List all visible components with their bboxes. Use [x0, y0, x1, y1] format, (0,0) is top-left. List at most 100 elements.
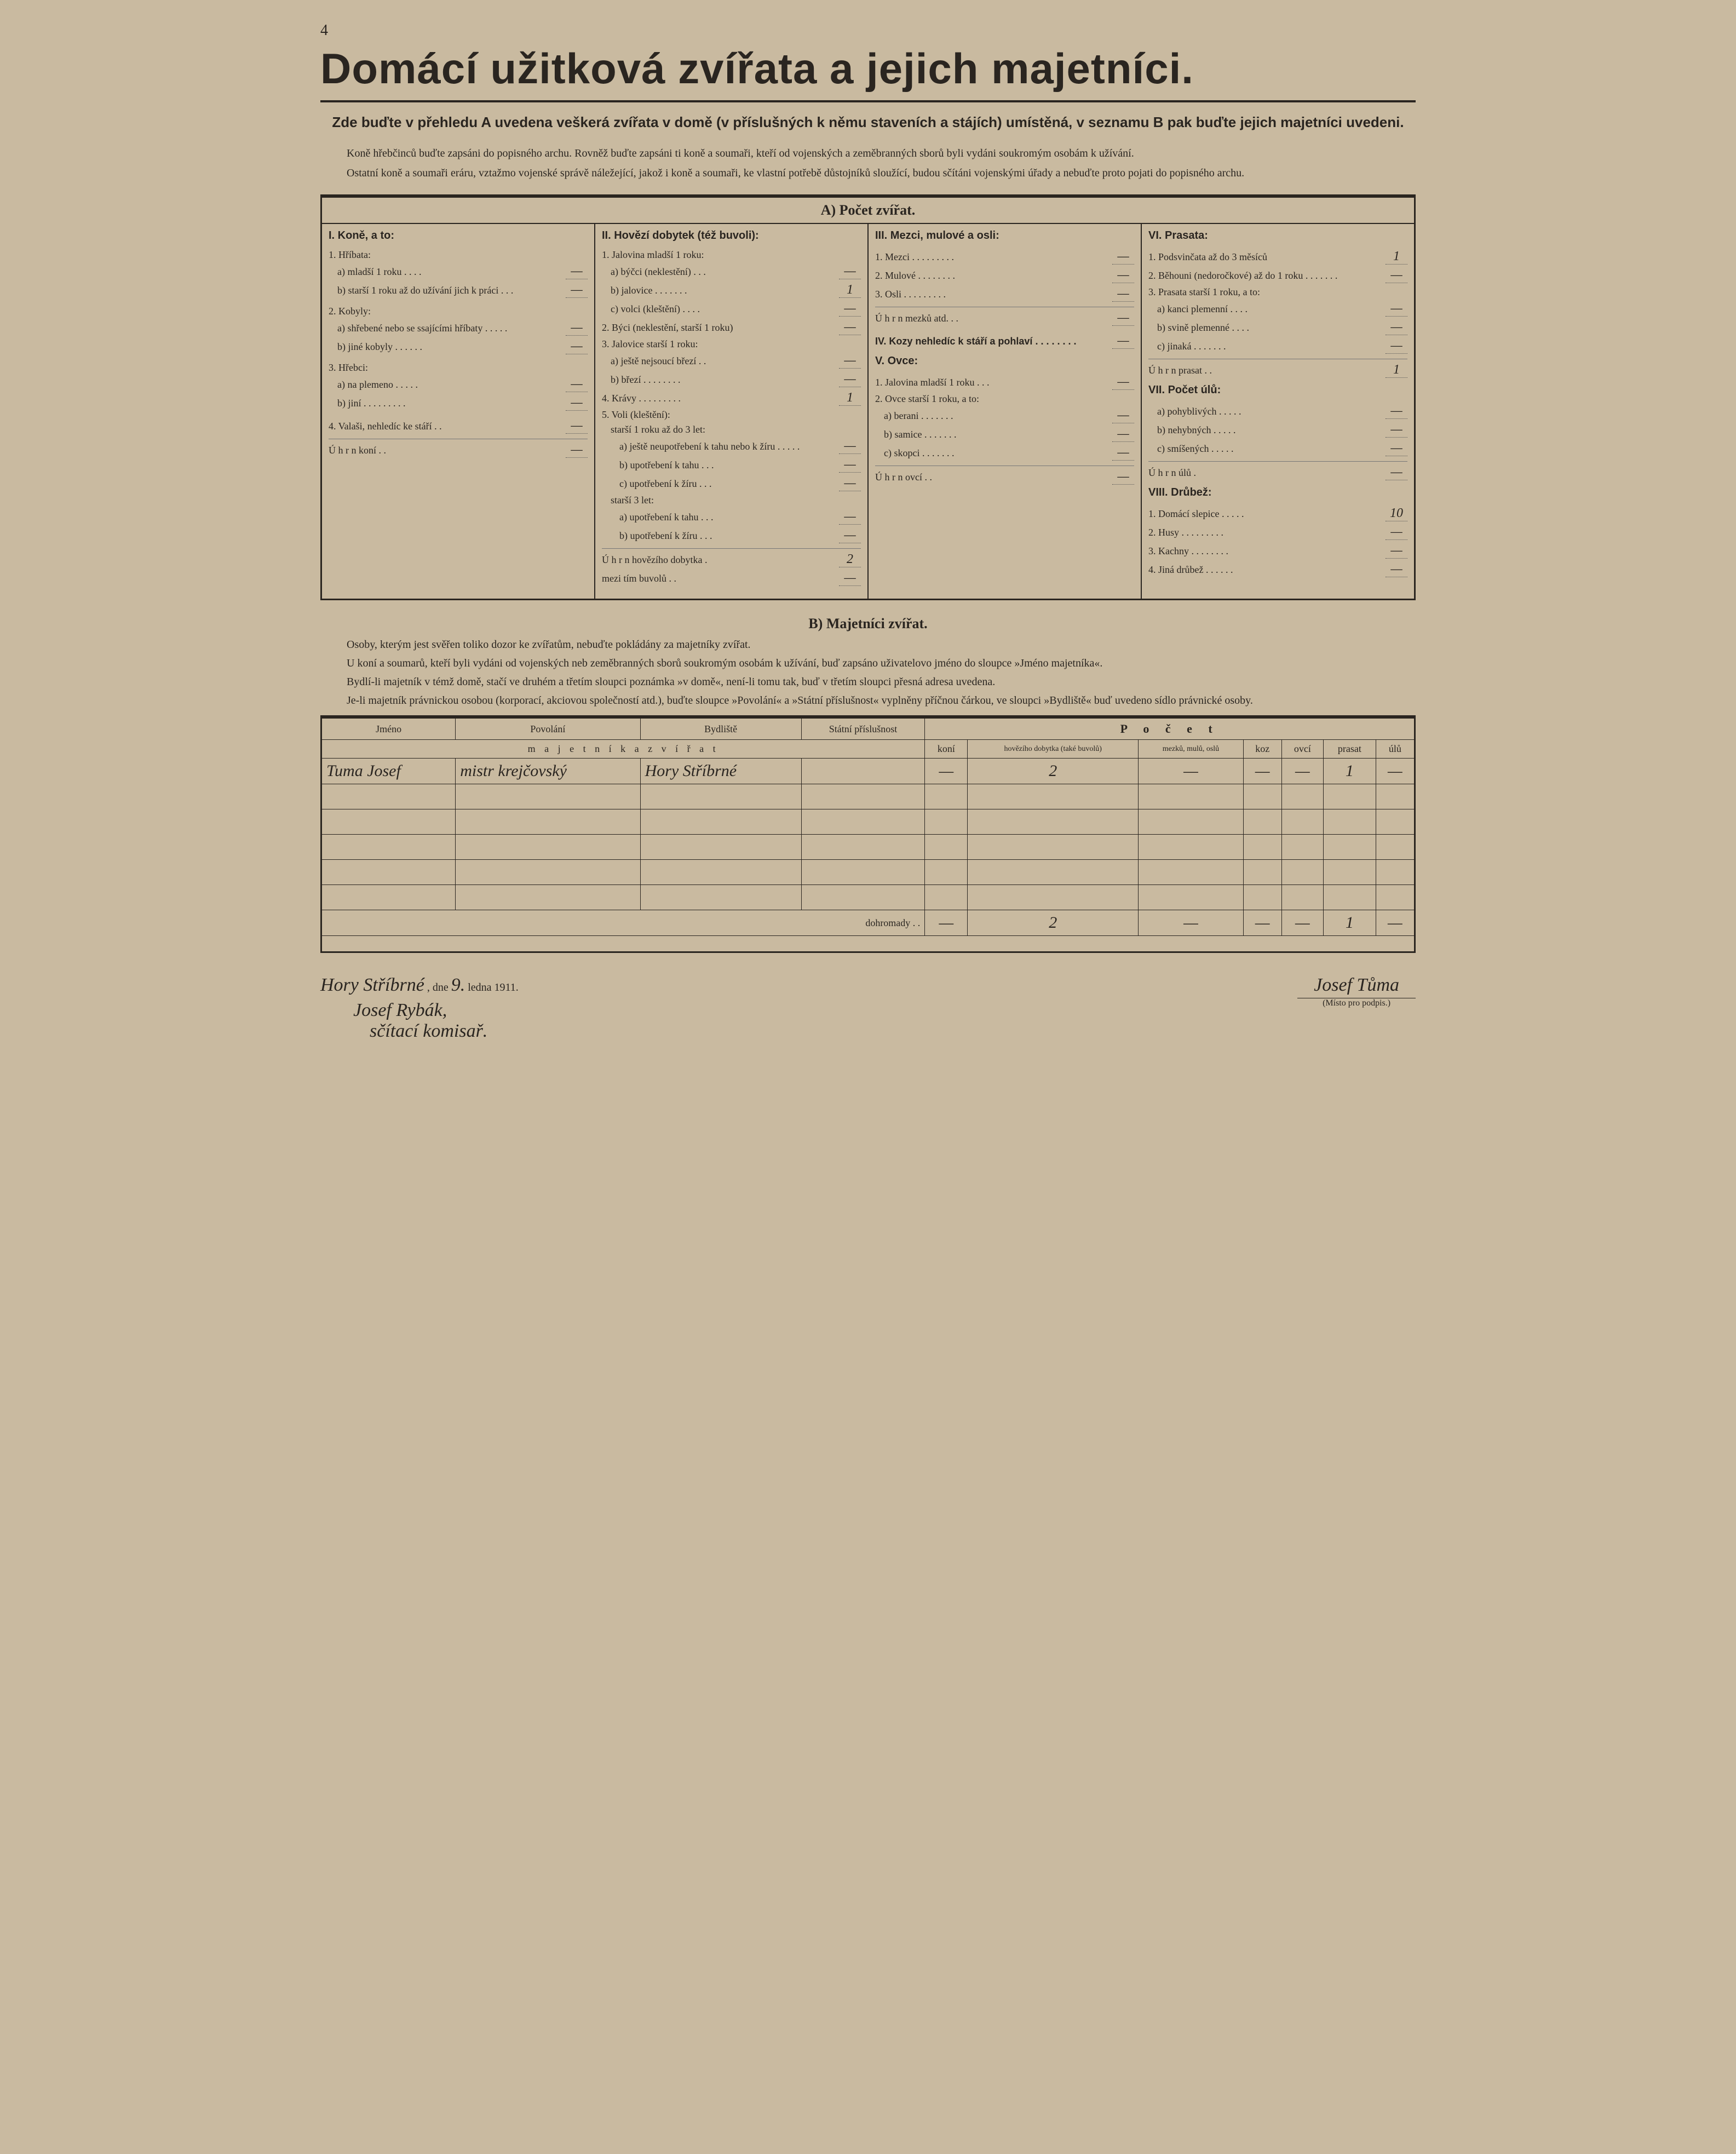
head-prasata: VI. Prasata: [1148, 229, 1407, 242]
lbl: 2. Kobyly: [329, 306, 588, 317]
head-drubez: VIII. Drůbež: [1148, 486, 1407, 499]
th-sub: m a j e t n í k a z v í ř a t [321, 740, 925, 759]
lbl: 1. Jalovina mladší 1 roku . . . [875, 377, 1112, 388]
lbl: mezi tím buvolů . . [602, 573, 839, 584]
val: 10 [1386, 506, 1407, 521]
val: — [1112, 286, 1134, 302]
lbl: 1. Hříbata: [329, 249, 588, 261]
th-statni: Státní příslušnost [801, 717, 925, 740]
lbl: 2. Býci (neklestění, starší 1 roku) [602, 322, 839, 334]
lbl: 1. Mezci . . . . . . . . . [875, 251, 1112, 263]
th-koz: koz [1243, 740, 1281, 759]
lbl: starší 3 let: [611, 495, 861, 506]
val: — [1112, 408, 1134, 423]
lbl: 3. Hřebci: [329, 362, 588, 374]
lbl: 2. Mulové . . . . . . . . [875, 270, 1112, 282]
val: — [1386, 441, 1407, 456]
lbl: 4. Valaši, nehledíc ke stáří . . [329, 421, 566, 432]
commissar-role: sčítací komisař. [370, 1021, 519, 1042]
b-p1: Osoby, kterým jest svěřen toliko dozor k… [320, 636, 1416, 653]
val: — [1386, 404, 1407, 419]
lbl: 3. Kachny . . . . . . . . [1148, 545, 1386, 557]
lbl: a) ještě nejsoucí březí . . [611, 355, 839, 367]
lbl: 5. Voli (kleštění): [602, 409, 861, 421]
col-prasata: VI. Prasata: 1. Podsvinčata až do 3 měsí… [1142, 224, 1414, 599]
lbl: b) jalovice . . . . . . . [611, 285, 839, 296]
val: — [1386, 268, 1407, 283]
val: — [1386, 301, 1407, 317]
lbl: a) ještě neupotřebení k tahu nebo k žíru… [619, 441, 839, 452]
val: — [1112, 249, 1134, 265]
b-p2: U koní a soumarů, kteří byli vydáni od v… [320, 655, 1416, 671]
val: 1 [839, 390, 861, 406]
tot-hov: 2 [968, 910, 1139, 936]
lbl: 4. Jiná drůbež . . . . . . [1148, 564, 1386, 576]
lbl: 3. Jalovice starší 1 roku: [602, 338, 861, 350]
head-ovce: V. Ovce: [875, 355, 1134, 367]
val: — [1112, 311, 1134, 326]
val: — [1112, 427, 1134, 442]
lbl: 4. Krávy . . . . . . . . . [602, 393, 839, 404]
tot-prasat: 1 [1324, 910, 1376, 936]
lbl: a) berani . . . . . . . [884, 410, 1112, 422]
main-title: Domácí užitková zvířata a jejich majetní… [320, 44, 1416, 102]
lbl: b) upotřebení k tahu . . . [619, 459, 839, 471]
col-hovezi: II. Hovězí dobytek (též buvoli): 1. Jalo… [595, 224, 869, 599]
val: — [1386, 422, 1407, 438]
val: — [1112, 375, 1134, 390]
signature: Josef Tůma [1297, 975, 1416, 998]
th-jmeno: Jméno [321, 717, 456, 740]
totals-label: dohromady . . [321, 910, 925, 936]
head-kone: I. Koně, a to: [329, 229, 588, 242]
th-ulu: úlů [1376, 740, 1415, 759]
head-kozy: IV. Kozy nehledíc k stáří a pohlaví . . … [875, 336, 1112, 347]
cell-jmeno: Tuma Josef [321, 759, 456, 784]
lbl: c) upotřebení k žíru . . . [619, 478, 839, 490]
th-pocet: P o č e t [925, 717, 1415, 740]
lbl: starší 1 roku až do 3 let: [611, 424, 861, 435]
subtitle: Zde buďte v přehledu A uvedena veškerá z… [320, 112, 1416, 132]
val: — [1386, 465, 1407, 480]
lbl: b) upotřebení k žíru . . . [619, 530, 839, 542]
lbl: Ú h r n úlů . [1148, 467, 1386, 479]
lbl: a) upotřebení k tahu . . . [619, 512, 839, 523]
val: — [566, 418, 588, 434]
col-kone: I. Koně, a to: 1. Hříbata: a) mladší 1 r… [322, 224, 595, 599]
lbl: Ú h r n ovcí . . [875, 472, 1112, 483]
cell-statni [801, 759, 925, 784]
lbl: b) jiní . . . . . . . . . [337, 398, 566, 409]
tot-ulu: — [1376, 910, 1415, 936]
lbl: b) svině plemenné . . . . [1157, 322, 1386, 334]
val: — [566, 320, 588, 336]
val: 1 [1386, 363, 1407, 378]
val: — [566, 339, 588, 354]
cell-koz: — [1243, 759, 1281, 784]
tot-mezku: — [1138, 910, 1243, 936]
cell-ulu: — [1376, 759, 1415, 784]
lbl: Ú h r n koní . . [329, 445, 566, 456]
section-b-text: Osoby, kterým jest svěřen toliko dozor k… [320, 636, 1416, 709]
lbl: a) shřebené nebo se ssajícími hříbaty . … [337, 323, 566, 334]
th-koni: koní [925, 740, 968, 759]
val: — [839, 353, 861, 369]
val: — [566, 395, 588, 411]
lbl: b) samice . . . . . . . [884, 429, 1112, 440]
lbl: 2. Běhouni (nedoročkové) až do 1 roku . … [1148, 270, 1386, 282]
cell-prasat: 1 [1324, 759, 1376, 784]
cell-ovci: — [1281, 759, 1324, 784]
head-mezci: III. Mezci, mulové a osli: [875, 229, 1134, 242]
lbl: a) na plemeno . . . . . [337, 379, 566, 390]
val: — [839, 439, 861, 454]
val: — [1386, 320, 1407, 335]
lbl: 2. Husy . . . . . . . . . [1148, 527, 1386, 538]
b-p3: Bydlí-li majetník v témž domě, stačí ve … [320, 674, 1416, 690]
lbl: 1. Podsvinčata až do 3 měsíců [1148, 251, 1386, 263]
lbl: 1. Jalovina mladší 1 roku: [602, 249, 861, 261]
th-mezku: mezků, mulů, oslů [1138, 740, 1243, 759]
footer-date-rest: ledna 1911. [468, 981, 519, 993]
section-b-title: B) Majetníci zvířat. [320, 611, 1416, 636]
lbl: c) volci (kleštění) . . . . [611, 303, 839, 315]
section-a-title: A) Počet zvířat. [322, 198, 1414, 223]
val: — [1386, 338, 1407, 354]
footer-date-day: 9. [451, 975, 465, 995]
